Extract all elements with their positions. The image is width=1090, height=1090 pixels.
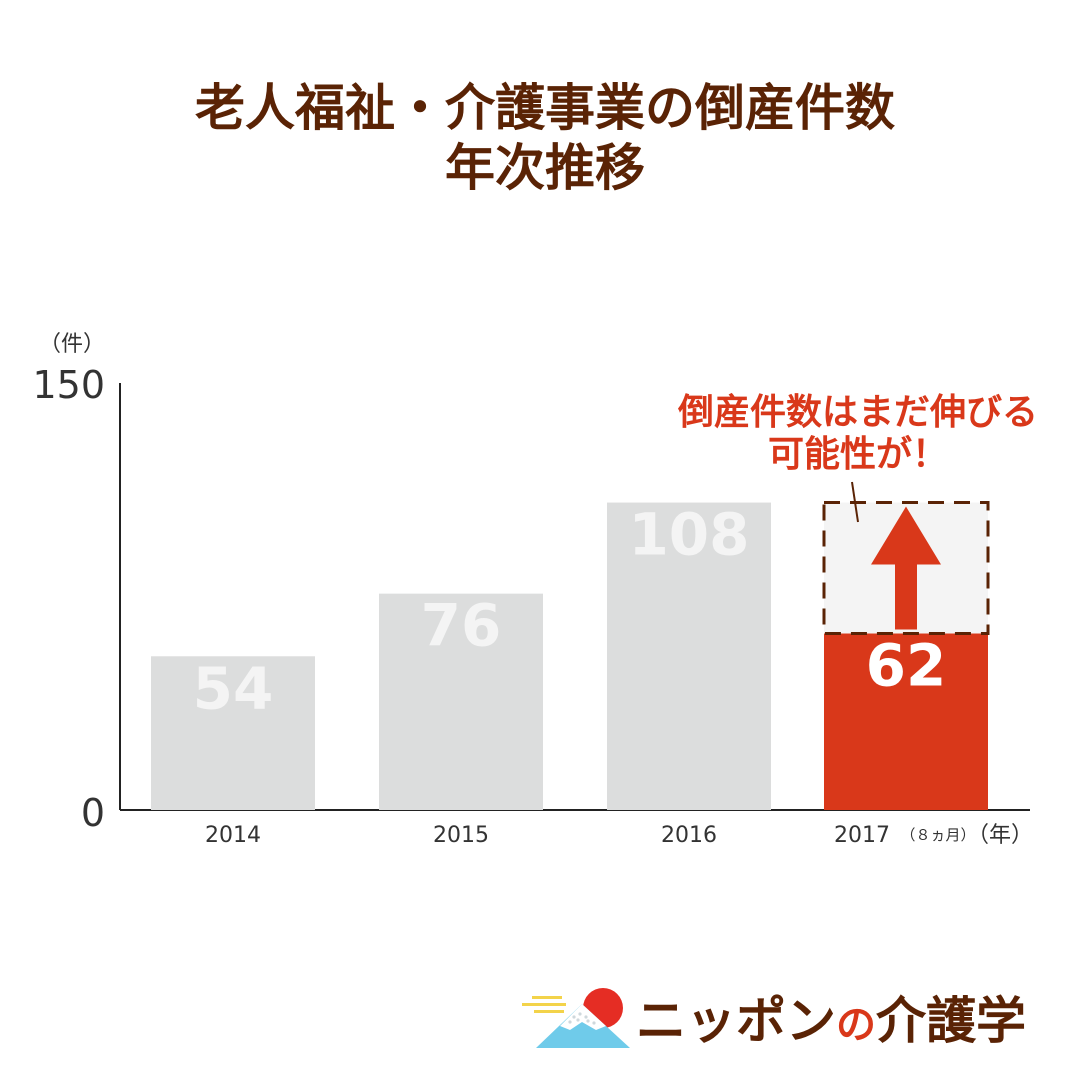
y-tick-label: 150	[32, 363, 105, 407]
logo-text-part2: の	[836, 1002, 876, 1048]
annotation-line1: 倒産件数はまだ伸びる	[677, 392, 1038, 433]
chart-title: 老人福祉・介護事業の倒産件数 年次推移	[0, 78, 1090, 198]
logo-text: ニッポンの介護学	[636, 986, 1026, 1056]
x-tick-label: 2017	[834, 823, 890, 848]
bar-value-label: 54	[193, 654, 274, 722]
x-tick-label: 2016	[661, 823, 717, 848]
site-logo[interactable]: ニッポンの介護学	[518, 982, 1078, 1062]
x-unit-label: （年）	[967, 823, 1033, 848]
bar	[824, 633, 988, 810]
bar-value-label: 108	[628, 501, 749, 569]
y-tick-label: 0	[81, 791, 105, 835]
y-unit-label: （件）	[39, 332, 105, 357]
bar-value-label: 62	[866, 632, 947, 700]
mount-fuji-logo-icon	[522, 988, 630, 1048]
x-tick-label: 2015	[433, 823, 489, 848]
chart-title-line2: 年次推移	[445, 139, 645, 197]
annotation-pointer-line	[851, 481, 859, 523]
bar	[379, 593, 543, 810]
bar-value-label: 76	[421, 592, 502, 660]
chart-title-line1: 老人福祉・介護事業の倒産件数	[195, 79, 895, 137]
annotation-line2: 可能性が！	[768, 434, 948, 475]
bar	[607, 502, 771, 810]
bar	[151, 656, 315, 810]
bar-chart: （件） 150 0 54 76 108 62 2014 2015 2016 2017 （８ヵ月）（年）…	[32, 332, 1038, 848]
up-arrow-icon	[871, 506, 941, 630]
logo-text-part3: 介護学	[876, 992, 1026, 1050]
x-tick-label: 2014	[205, 823, 261, 848]
x-category-note: （８ヵ月）	[900, 826, 975, 844]
logo-text-part1: ニッポン	[636, 992, 836, 1050]
